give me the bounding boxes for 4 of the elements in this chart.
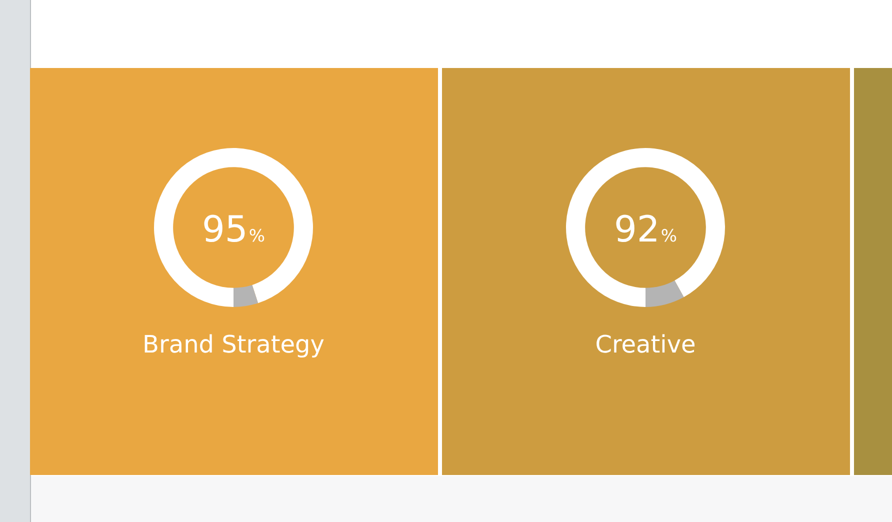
data-label: 95% bbox=[202, 210, 265, 250]
text: Brand Strategy bbox=[142, 330, 324, 358]
text: Creative bbox=[595, 330, 696, 358]
data-label: 92% bbox=[614, 210, 677, 250]
